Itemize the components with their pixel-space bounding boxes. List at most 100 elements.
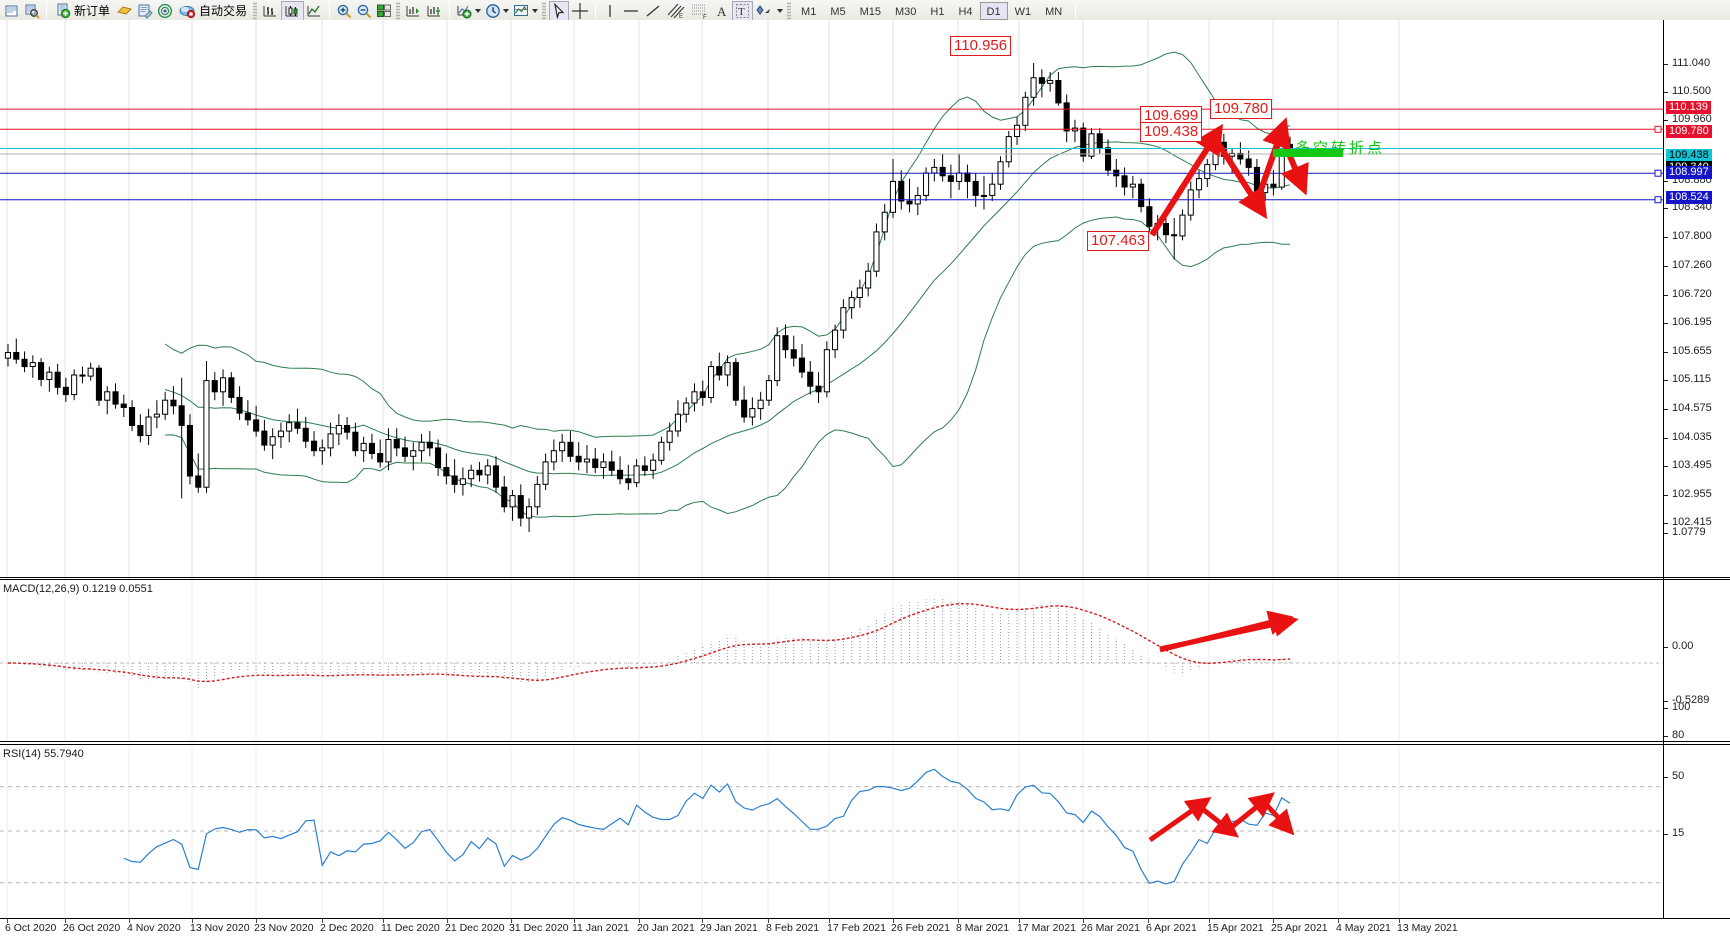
- date-tick: [511, 919, 512, 923]
- line-chart-icon[interactable]: [304, 1, 325, 21]
- magnifier-search-icon[interactable]: [22, 1, 42, 21]
- price-annotation-tag[interactable]: 109.780: [1210, 99, 1273, 119]
- timeframe-m5[interactable]: M5: [830, 5, 846, 18]
- toolbar-separator-3: [449, 1, 451, 20]
- toolbar-separator: [46, 1, 47, 20]
- date-tick: [1148, 919, 1149, 923]
- date-axis-label: 31 Dec 2020: [509, 922, 569, 934]
- chevron-down-icon-4[interactable]: [777, 8, 784, 13]
- crosshair-icon[interactable]: [569, 1, 591, 21]
- templates-icon[interactable]: [511, 1, 540, 21]
- svg-text:A: A: [717, 4, 727, 19]
- svg-text:F: F: [703, 15, 707, 20]
- timeframe-m15[interactable]: M15: [859, 5, 881, 18]
- text-label-icon[interactable]: A: [712, 1, 732, 21]
- timeframe-group: M1 M5 M15 M30 H1 H4 D1 W1 MN: [794, 1, 1069, 20]
- date-axis-label: 29 Jan 2021: [700, 922, 758, 934]
- vertical-line-icon[interactable]: [600, 1, 620, 21]
- date-axis-label: 17 Feb 2021: [827, 922, 886, 934]
- macd-axis-label: 1.0779: [1672, 526, 1706, 538]
- axis-tick: [1664, 120, 1668, 121]
- metaeditor-icon[interactable]: [135, 1, 155, 21]
- price-scale-chip[interactable]: 109.780: [1666, 125, 1712, 138]
- date-axis-label: 26 Mar 2021: [1081, 922, 1140, 934]
- rsi-pane[interactable]: [0, 745, 1730, 918]
- date-axis-label: 2 Dec 2020: [320, 922, 374, 934]
- timeframe-m30[interactable]: M30: [895, 5, 917, 18]
- timeframe-m1[interactable]: M1: [801, 5, 817, 18]
- price-chart-pane[interactable]: [0, 20, 1730, 577]
- price-scale-chip[interactable]: 110.139: [1666, 101, 1711, 114]
- chevron-down-icon-2[interactable]: [503, 8, 510, 13]
- price-axis-label: 104.035: [1672, 431, 1712, 443]
- macd-axis-label: -0.5289: [1672, 694, 1710, 706]
- date-tick: [574, 919, 575, 923]
- expert-advisor-icon[interactable]: [114, 1, 135, 21]
- date-axis-label: 26 Feb 2021: [891, 922, 950, 934]
- new-order-button[interactable]: 新订单: [51, 1, 114, 21]
- tile-windows-icon[interactable]: [374, 1, 394, 21]
- chevron-down-icon-3[interactable]: [532, 8, 539, 13]
- toolbar-separator-4: [595, 1, 597, 20]
- macd-pane[interactable]: [0, 580, 1730, 741]
- date-tick: [1338, 919, 1339, 923]
- cursor-arrow-icon[interactable]: [549, 0, 570, 21]
- date-axis[interactable]: 6 Oct 2020 26 Oct 2020 4 Nov 2020 13 Nov 20…: [0, 919, 1730, 937]
- horizontal-line-icon[interactable]: [620, 1, 642, 21]
- shapes-arrows-icon[interactable]: [753, 1, 785, 21]
- text-box-icon[interactable]: T: [732, 0, 754, 21]
- date-axis-label: 23 Nov 2020: [254, 922, 314, 934]
- auto-scroll-icon[interactable]: [403, 1, 424, 21]
- price-annotation-tag[interactable]: 110.956: [950, 36, 1012, 56]
- timeframe-mn[interactable]: MN: [1045, 5, 1063, 18]
- macd-canvas[interactable]: [0, 580, 1730, 741]
- axis-tick: [1664, 323, 1668, 324]
- date-axis-label: 8 Mar 2021: [956, 922, 1010, 934]
- timeframe-w1[interactable]: W1: [1014, 5, 1032, 18]
- equidistant-channel-icon[interactable]: E: [664, 1, 688, 21]
- timeframe-h4[interactable]: H4: [958, 5, 973, 18]
- date-tick: [1399, 919, 1400, 923]
- axis-tick: [1664, 208, 1668, 209]
- svg-text:T: T: [738, 6, 745, 18]
- price-scale-chip[interactable]: 109.438: [1666, 149, 1712, 162]
- analysis-note-text: 多空转折点: [1295, 139, 1386, 157]
- chart-shift-icon[interactable]: [424, 1, 445, 21]
- price-axis-label: 105.115: [1672, 373, 1711, 385]
- date-axis-label: 4 May 2021: [1336, 922, 1391, 934]
- axis-tick: [1664, 409, 1668, 410]
- price-scale-chip[interactable]: 108.997: [1666, 166, 1712, 179]
- signals-icon[interactable]: [155, 1, 175, 21]
- price-chart-canvas[interactable]: [0, 20, 1730, 577]
- zoom-out-icon[interactable]: [354, 1, 374, 21]
- rsi-canvas[interactable]: [0, 745, 1730, 918]
- date-axis-label: 11 Jan 2021: [572, 922, 630, 934]
- timeframe-d1[interactable]: D1: [979, 1, 1008, 20]
- chevron-down-icon[interactable]: [475, 8, 482, 13]
- toolbar-grip-2: [396, 1, 401, 20]
- date-axis-label: 8 Feb 2021: [766, 922, 820, 934]
- trendline-icon[interactable]: [642, 1, 664, 21]
- price-scale-chip[interactable]: 108.524: [1666, 191, 1712, 204]
- price-axis-label: 102.955: [1672, 488, 1712, 500]
- bar-chart-icon[interactable]: [260, 1, 281, 21]
- open-chart-icon[interactable]: [2, 1, 22, 21]
- periods-clock-icon[interactable]: [483, 1, 511, 21]
- price-annotation-tag[interactable]: 109.699: [1140, 106, 1203, 126]
- price-annotation-tag[interactable]: 107.463: [1087, 231, 1150, 251]
- zoom-in-icon[interactable]: [334, 1, 354, 21]
- axis-tick: [1664, 181, 1668, 182]
- price-annotation-tag[interactable]: 109.438: [1140, 122, 1203, 142]
- fibonacci-retracement-icon[interactable]: F: [688, 1, 712, 21]
- autotrading-button[interactable]: 自动交易: [175, 1, 251, 21]
- price-axis-label: 102.415: [1672, 516, 1712, 528]
- axis-tick: [1664, 380, 1668, 381]
- svg-text:E: E: [679, 14, 683, 20]
- price-axis-label: 105.655: [1672, 345, 1712, 357]
- timeframe-h1[interactable]: H1: [930, 5, 945, 18]
- add-indicator-icon[interactable]: [454, 1, 483, 21]
- axis-tick: [1664, 777, 1668, 778]
- price-axis-label: 108.880: [1672, 174, 1712, 186]
- candlestick-chart-icon[interactable]: [281, 0, 305, 21]
- price-axis-label: 111.040: [1672, 57, 1711, 69]
